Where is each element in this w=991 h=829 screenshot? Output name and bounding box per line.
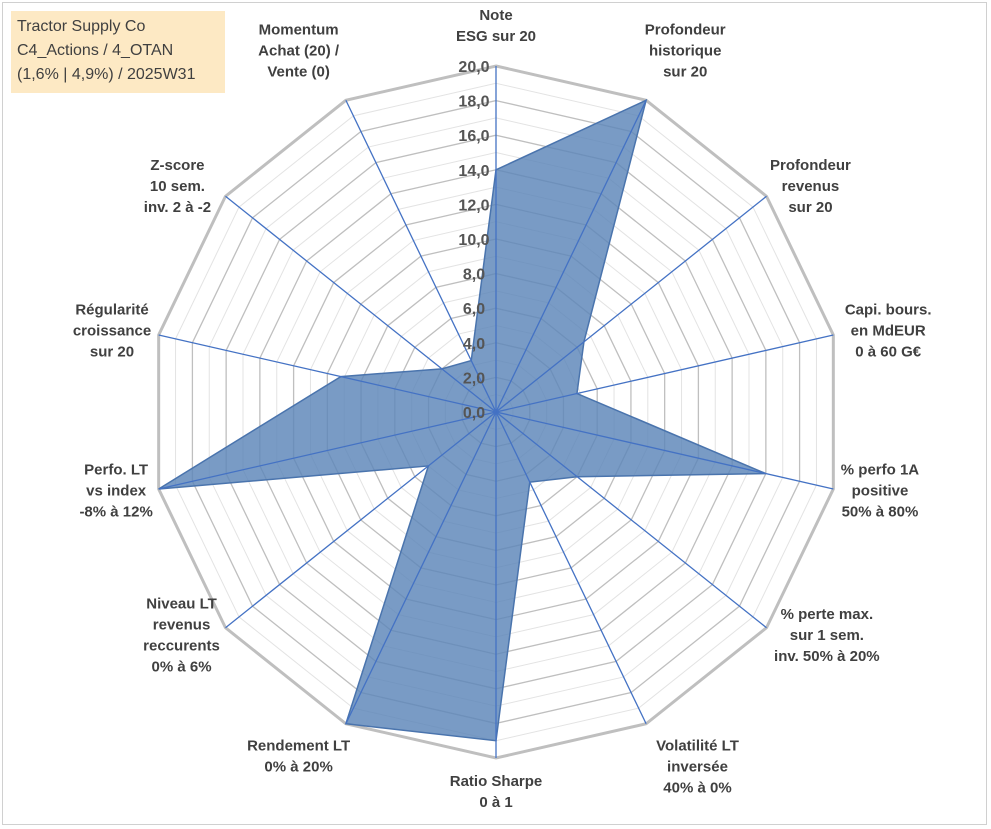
info-period: (1,6% | 4,9%) / 2025W31 — [17, 66, 196, 83]
axis-label: Profondeur revenus sur 20 — [770, 157, 851, 216]
axis-spoke — [495, 334, 834, 413]
axis-label: Momentum Achat (20) / Vente (0) — [258, 22, 340, 81]
axis-label: Rendement LT 0% à 20% — [247, 737, 350, 775]
tick-label: 18,0 — [458, 94, 489, 111]
axis-spoke — [225, 411, 497, 629]
axis-spoke — [158, 334, 497, 413]
axis-spoke — [158, 411, 497, 490]
axis-label: % perte max. sur 1 sem. inv. 50% à 20% — [774, 606, 880, 665]
tick-label: 6,0 — [463, 301, 485, 318]
axis-label: Note ESG sur 20 — [456, 7, 536, 45]
axis-label: % perfo 1A positive 50% à 80% — [841, 462, 920, 521]
axis-spoke — [345, 99, 497, 413]
axis-label: Z-score 10 sem. inv. 2 à -2 — [144, 157, 211, 216]
axis-spoke — [225, 195, 497, 413]
axis-label: Perfo. LT vs index -8% à 12% — [79, 462, 152, 521]
axis-labels: Note ESG sur 20 Profondeur historique sur 20… — [73, 7, 932, 811]
axis-spoke — [495, 411, 647, 725]
axis-spoke — [495, 411, 834, 490]
tick-label: 0,0 — [463, 405, 485, 422]
axis-label: Volatilité LT inversée 40% à 0% — [656, 737, 739, 796]
spokes — [158, 66, 834, 758]
tick-label: 16,0 — [458, 128, 489, 145]
tick-labels: 0,0 2,0 4,0 6,0 8,0 10,0 12,0 14,0 16,0 18,0 20,0 — [458, 59, 489, 422]
info-category: C4_Actions / 4_OTAN — [17, 42, 174, 59]
tick-label: 2,0 — [463, 370, 485, 387]
tick-label: 14,0 — [458, 163, 489, 180]
axis-label: Profondeur historique sur 20 — [645, 22, 726, 81]
axis-spoke — [495, 411, 767, 629]
tick-label: 4,0 — [463, 336, 485, 353]
axis-label: Régularité croissance sur 20 — [73, 301, 151, 360]
tick-label: 8,0 — [463, 267, 485, 284]
tick-label: 20,0 — [458, 59, 489, 76]
info-company: Tractor Supply Co — [17, 18, 146, 35]
axis-spoke — [495, 99, 647, 413]
tick-label: 10,0 — [458, 232, 489, 249]
axis-label: Niveau LT revenus reccurents 0% à 6% — [143, 595, 220, 675]
axis-spoke — [495, 195, 767, 413]
axis-spoke — [345, 411, 497, 725]
tick-label: 12,0 — [458, 197, 489, 214]
info-box: Tractor Supply Co C4_Actions / 4_OTAN (1… — [11, 11, 225, 93]
axis-label: Ratio Sharpe 0 à 1 — [450, 773, 543, 811]
axis-label: Capi. bours. en MdEUR 0 à 60 G€ — [845, 301, 932, 360]
